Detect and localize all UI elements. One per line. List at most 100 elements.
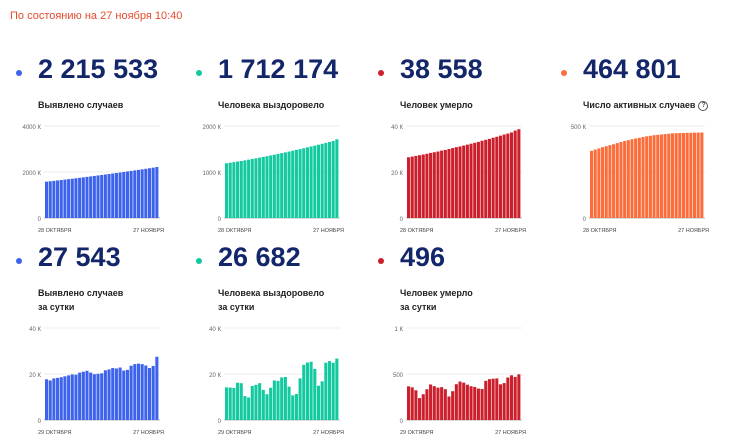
bar bbox=[119, 172, 122, 218]
bar bbox=[100, 373, 103, 420]
bar bbox=[291, 151, 294, 218]
x-start-label: 29 ОКТЯБРЯ bbox=[38, 430, 71, 436]
bar bbox=[451, 391, 454, 420]
bar bbox=[407, 386, 410, 420]
bar bbox=[462, 146, 465, 218]
bar bbox=[52, 181, 55, 218]
bar bbox=[488, 139, 491, 218]
y-tick-label: 1 К bbox=[395, 327, 404, 333]
bar bbox=[444, 150, 447, 218]
bar bbox=[488, 379, 491, 420]
stat-card-3: 38 558 Человек умерло 40 К 20 К 0 28 ОКТЯБРЯ 2… bbox=[372, 52, 542, 252]
info-icon[interactable]: ? bbox=[698, 101, 708, 111]
bar bbox=[240, 161, 243, 218]
bar-chart: 2000 К 1000 К 0 28 ОКТЯБРЯ 27 НОЯБРЯ bbox=[190, 122, 355, 242]
bar bbox=[447, 149, 450, 218]
bar bbox=[517, 374, 520, 420]
bar bbox=[653, 135, 656, 218]
bar bbox=[276, 381, 279, 420]
x-end-label: 27 НОЯБРЯ bbox=[133, 228, 164, 234]
bar bbox=[108, 369, 111, 420]
bar bbox=[133, 170, 136, 218]
bar bbox=[335, 139, 338, 218]
bar bbox=[243, 160, 246, 218]
bar bbox=[229, 388, 232, 420]
bar bbox=[45, 379, 48, 420]
bar bbox=[254, 158, 257, 218]
bar bbox=[232, 162, 235, 218]
bar bbox=[273, 155, 276, 218]
x-end-label: 27 НОЯБРЯ bbox=[313, 430, 344, 436]
bar bbox=[689, 133, 692, 218]
bar bbox=[473, 387, 476, 420]
bullet-dot-icon bbox=[196, 258, 202, 264]
stat-value: 496 bbox=[400, 242, 445, 273]
y-tick-label: 2000 К bbox=[22, 171, 41, 177]
bar bbox=[130, 171, 133, 218]
stat-caption-line1: Человек умерло bbox=[400, 288, 473, 298]
bar bbox=[56, 378, 59, 420]
bar bbox=[477, 142, 480, 218]
bar bbox=[49, 181, 52, 218]
stat-caption-line2: за сутки bbox=[38, 300, 123, 314]
stat-caption-line1: Человек умерло bbox=[400, 100, 473, 110]
bar bbox=[306, 147, 309, 218]
bar-chart: 40 К 20 К 0 29 ОКТЯБРЯ 27 НОЯБРЯ bbox=[10, 324, 175, 444]
bar bbox=[414, 156, 417, 218]
bar bbox=[78, 178, 81, 218]
bar bbox=[440, 151, 443, 218]
bar bbox=[85, 371, 88, 420]
stat-card-6: 26 682 Человека выздоровело за сутки 40 К 20… bbox=[190, 240, 360, 440]
y-tick-label: 4000 К bbox=[22, 125, 41, 131]
bar bbox=[93, 176, 96, 218]
bar bbox=[251, 159, 254, 218]
bar bbox=[499, 136, 502, 218]
x-end-label: 27 НОЯБРЯ bbox=[133, 430, 164, 436]
bar bbox=[492, 379, 495, 420]
bar bbox=[299, 149, 302, 218]
bar bbox=[594, 150, 597, 218]
x-start-label: 29 ОКТЯБРЯ bbox=[218, 430, 251, 436]
bar bbox=[89, 373, 92, 420]
y-tick-label: 2000 К bbox=[202, 125, 221, 131]
bar-chart: 1 К 500 0 29 ОКТЯБРЯ 27 НОЯБРЯ bbox=[372, 324, 537, 444]
status-line: По состоянию на 27 ноября 10:40 bbox=[10, 10, 182, 22]
bar bbox=[240, 383, 243, 420]
bar bbox=[104, 370, 107, 420]
bar bbox=[52, 378, 55, 420]
bar bbox=[510, 375, 513, 420]
bar bbox=[78, 373, 81, 420]
bar bbox=[152, 168, 155, 218]
bar bbox=[302, 148, 305, 218]
y-tick-label: 0 bbox=[38, 217, 42, 223]
bar bbox=[225, 163, 228, 218]
bar bbox=[645, 136, 648, 218]
bullet-dot-icon bbox=[378, 258, 384, 264]
bar-chart: 40 К 20 К 0 29 ОКТЯБРЯ 27 НОЯБРЯ bbox=[190, 324, 355, 444]
bar bbox=[470, 144, 473, 218]
bar bbox=[67, 375, 70, 420]
bar-chart: 500 К 0 28 ОКТЯБРЯ 27 НОЯБРЯ bbox=[555, 122, 720, 242]
stat-value: 27 543 bbox=[38, 242, 121, 273]
bar bbox=[455, 384, 458, 420]
bar bbox=[236, 383, 239, 420]
bar bbox=[63, 180, 66, 218]
bar bbox=[262, 390, 265, 420]
bar bbox=[262, 157, 265, 218]
bar bbox=[104, 174, 107, 218]
y-tick-label: 40 К bbox=[391, 125, 403, 131]
bar bbox=[291, 395, 294, 420]
bar bbox=[288, 152, 291, 218]
stat-value: 464 801 bbox=[583, 54, 681, 85]
stat-value: 2 215 533 bbox=[38, 54, 158, 85]
bar bbox=[414, 390, 417, 420]
x-start-label: 28 ОКТЯБРЯ bbox=[38, 228, 71, 234]
bar bbox=[619, 142, 622, 218]
bar bbox=[473, 143, 476, 218]
bar bbox=[627, 140, 630, 218]
bar bbox=[254, 385, 257, 420]
y-tick-label: 20 К bbox=[391, 171, 403, 177]
y-tick-label: 40 К bbox=[29, 327, 41, 333]
bar bbox=[477, 389, 480, 420]
bar bbox=[608, 145, 611, 218]
